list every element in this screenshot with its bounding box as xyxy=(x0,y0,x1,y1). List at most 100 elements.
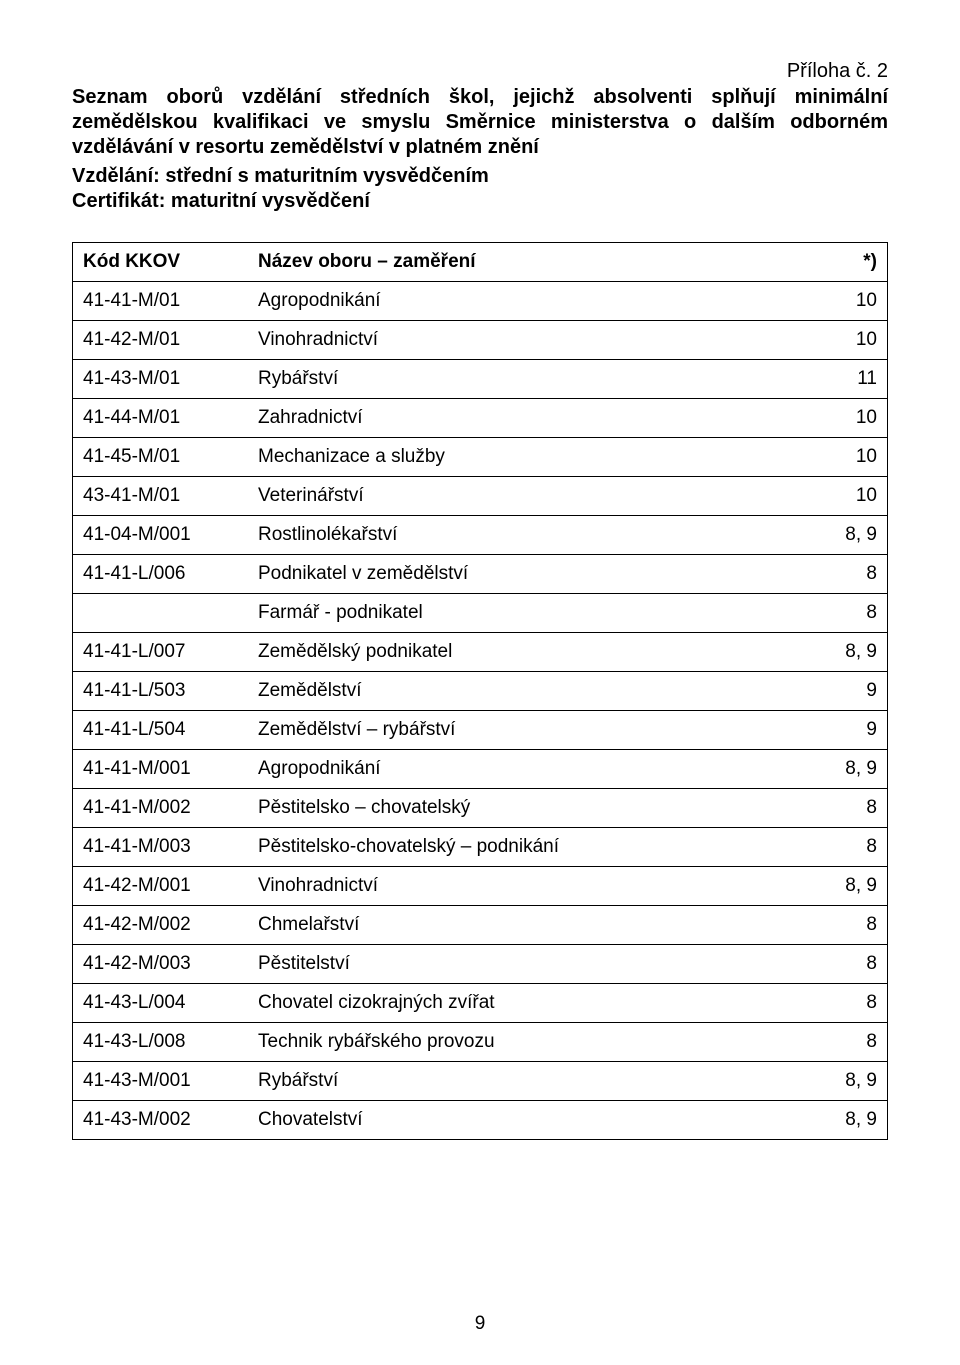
cell-name: Pěstitelsko – chovatelský xyxy=(248,789,782,828)
cell-code: 43-41-M/01 xyxy=(73,477,249,516)
table-row: 43-41-M/01Veterinářství10 xyxy=(73,477,888,516)
certificate-line: Certifikát: maturitní vysvědčení xyxy=(72,189,888,214)
cell-value: 8, 9 xyxy=(782,633,888,672)
col-header-code: Kód KKOV xyxy=(73,243,249,282)
table-row: 41-43-L/004Chovatel cizokrajných zvířat8 xyxy=(73,984,888,1023)
table-row: 41-41-M/001Agropodnikání8, 9 xyxy=(73,750,888,789)
cell-value: 8, 9 xyxy=(782,516,888,555)
cell-value: 10 xyxy=(782,477,888,516)
cell-code: 41-43-M/01 xyxy=(73,360,249,399)
col-header-value: *) xyxy=(782,243,888,282)
col-header-name: Název oboru – zaměření xyxy=(248,243,782,282)
cell-name: Zemědělský podnikatel xyxy=(248,633,782,672)
cell-name: Technik rybářského provozu xyxy=(248,1023,782,1062)
table-row: 41-44-M/01Zahradnictví10 xyxy=(73,399,888,438)
table-row: 41-41-L/007Zemědělský podnikatel8, 9 xyxy=(73,633,888,672)
cell-value: 10 xyxy=(782,399,888,438)
cell-name: Chovatel cizokrajných zvířat xyxy=(248,984,782,1023)
cell-code: 41-43-M/001 xyxy=(73,1062,249,1101)
table-row: 41-41-M/003Pěstitelsko-chovatelský – pod… xyxy=(73,828,888,867)
cell-value: 8, 9 xyxy=(782,1101,888,1140)
cell-code xyxy=(73,594,249,633)
cell-name: Agropodnikání xyxy=(248,750,782,789)
cell-code: 41-41-M/002 xyxy=(73,789,249,828)
intro-heading: Seznam oborů vzdělání středních škol, je… xyxy=(72,85,888,160)
cell-code: 41-04-M/001 xyxy=(73,516,249,555)
table-row: 41-41-L/006Podnikatel v zemědělství8 xyxy=(73,555,888,594)
cell-name: Vinohradnictví xyxy=(248,321,782,360)
table-row: 41-45-M/01Mechanizace a služby10 xyxy=(73,438,888,477)
cell-name: Agropodnikání xyxy=(248,282,782,321)
page-number: 9 xyxy=(0,1313,960,1335)
cell-value: 8 xyxy=(782,555,888,594)
cell-code: 41-41-M/003 xyxy=(73,828,249,867)
table-row: 41-41-L/503Zemědělství9 xyxy=(73,672,888,711)
cell-name: Pěstitelsko-chovatelský – podnikání xyxy=(248,828,782,867)
cell-value: 8 xyxy=(782,594,888,633)
cell-name: Chmelařství xyxy=(248,906,782,945)
cell-value: 8, 9 xyxy=(782,750,888,789)
cell-name: Vinohradnictví xyxy=(248,867,782,906)
cell-code: 41-43-L/008 xyxy=(73,1023,249,1062)
cell-code: 41-41-L/006 xyxy=(73,555,249,594)
table-row: 41-04-M/001Rostlinolékařství8, 9 xyxy=(73,516,888,555)
cell-name: Rybářství xyxy=(248,1062,782,1101)
cell-value: 8 xyxy=(782,984,888,1023)
cell-name: Mechanizace a služby xyxy=(248,438,782,477)
cell-name: Rostlinolékařství xyxy=(248,516,782,555)
table-row: 41-41-M/002Pěstitelsko – chovatelský8 xyxy=(73,789,888,828)
cell-name: Podnikatel v zemědělství xyxy=(248,555,782,594)
cell-code: 41-42-M/003 xyxy=(73,945,249,984)
table-row: 41-42-M/003Pěstitelství8 xyxy=(73,945,888,984)
document-page: Příloha č. 2 Seznam oborů vzdělání střed… xyxy=(0,0,960,1365)
cell-value: 10 xyxy=(782,282,888,321)
cell-name: Rybářství xyxy=(248,360,782,399)
education-line: Vzdělání: střední s maturitním vysvědčen… xyxy=(72,164,888,189)
cell-value: 8 xyxy=(782,789,888,828)
table-row: 41-41-L/504Zemědělství – rybářství9 xyxy=(73,711,888,750)
table-row: 41-41-M/01Agropodnikání10 xyxy=(73,282,888,321)
table-header-row: Kód KKOV Název oboru – zaměření *) xyxy=(73,243,888,282)
cell-name: Zemědělství – rybářství xyxy=(248,711,782,750)
cell-code: 41-41-M/01 xyxy=(73,282,249,321)
cell-code: 41-42-M/002 xyxy=(73,906,249,945)
annex-label: Příloha č. 2 xyxy=(72,60,888,83)
cell-code: 41-44-M/01 xyxy=(73,399,249,438)
table-row: 41-43-L/008Technik rybářského provozu8 xyxy=(73,1023,888,1062)
cell-code: 41-45-M/01 xyxy=(73,438,249,477)
cell-name: Farmář - podnikatel xyxy=(248,594,782,633)
cell-value: 8 xyxy=(782,945,888,984)
table-row: 41-43-M/001Rybářství8, 9 xyxy=(73,1062,888,1101)
cell-value: 10 xyxy=(782,438,888,477)
cell-code: 41-41-L/007 xyxy=(73,633,249,672)
cell-name: Zahradnictví xyxy=(248,399,782,438)
table-row: 41-43-M/01Rybářství11 xyxy=(73,360,888,399)
cell-name: Chovatelství xyxy=(248,1101,782,1140)
cell-value: 8, 9 xyxy=(782,1062,888,1101)
cell-name: Zemědělství xyxy=(248,672,782,711)
cell-code: 41-41-L/504 xyxy=(73,711,249,750)
table-body: 41-41-M/01Agropodnikání1041-42-M/01Vinoh… xyxy=(73,282,888,1140)
fields-table: Kód KKOV Název oboru – zaměření *) 41-41… xyxy=(72,242,888,1140)
cell-value: 11 xyxy=(782,360,888,399)
cell-code: 41-42-M/01 xyxy=(73,321,249,360)
cell-name: Veterinářství xyxy=(248,477,782,516)
table-row: 41-42-M/01Vinohradnictví10 xyxy=(73,321,888,360)
cell-code: 41-41-M/001 xyxy=(73,750,249,789)
cell-value: 9 xyxy=(782,672,888,711)
table-row: 41-42-M/002Chmelařství8 xyxy=(73,906,888,945)
cell-code: 41-43-M/002 xyxy=(73,1101,249,1140)
table-row: 41-43-M/002Chovatelství8, 9 xyxy=(73,1101,888,1140)
table-row: 41-42-M/001Vinohradnictví8, 9 xyxy=(73,867,888,906)
cell-value: 8 xyxy=(782,1023,888,1062)
cell-name: Pěstitelství xyxy=(248,945,782,984)
cell-value: 9 xyxy=(782,711,888,750)
cell-code: 41-42-M/001 xyxy=(73,867,249,906)
cell-value: 8 xyxy=(782,906,888,945)
table-row: Farmář - podnikatel8 xyxy=(73,594,888,633)
cell-value: 10 xyxy=(782,321,888,360)
cell-value: 8 xyxy=(782,828,888,867)
cell-code: 41-43-L/004 xyxy=(73,984,249,1023)
cell-value: 8, 9 xyxy=(782,867,888,906)
cell-code: 41-41-L/503 xyxy=(73,672,249,711)
